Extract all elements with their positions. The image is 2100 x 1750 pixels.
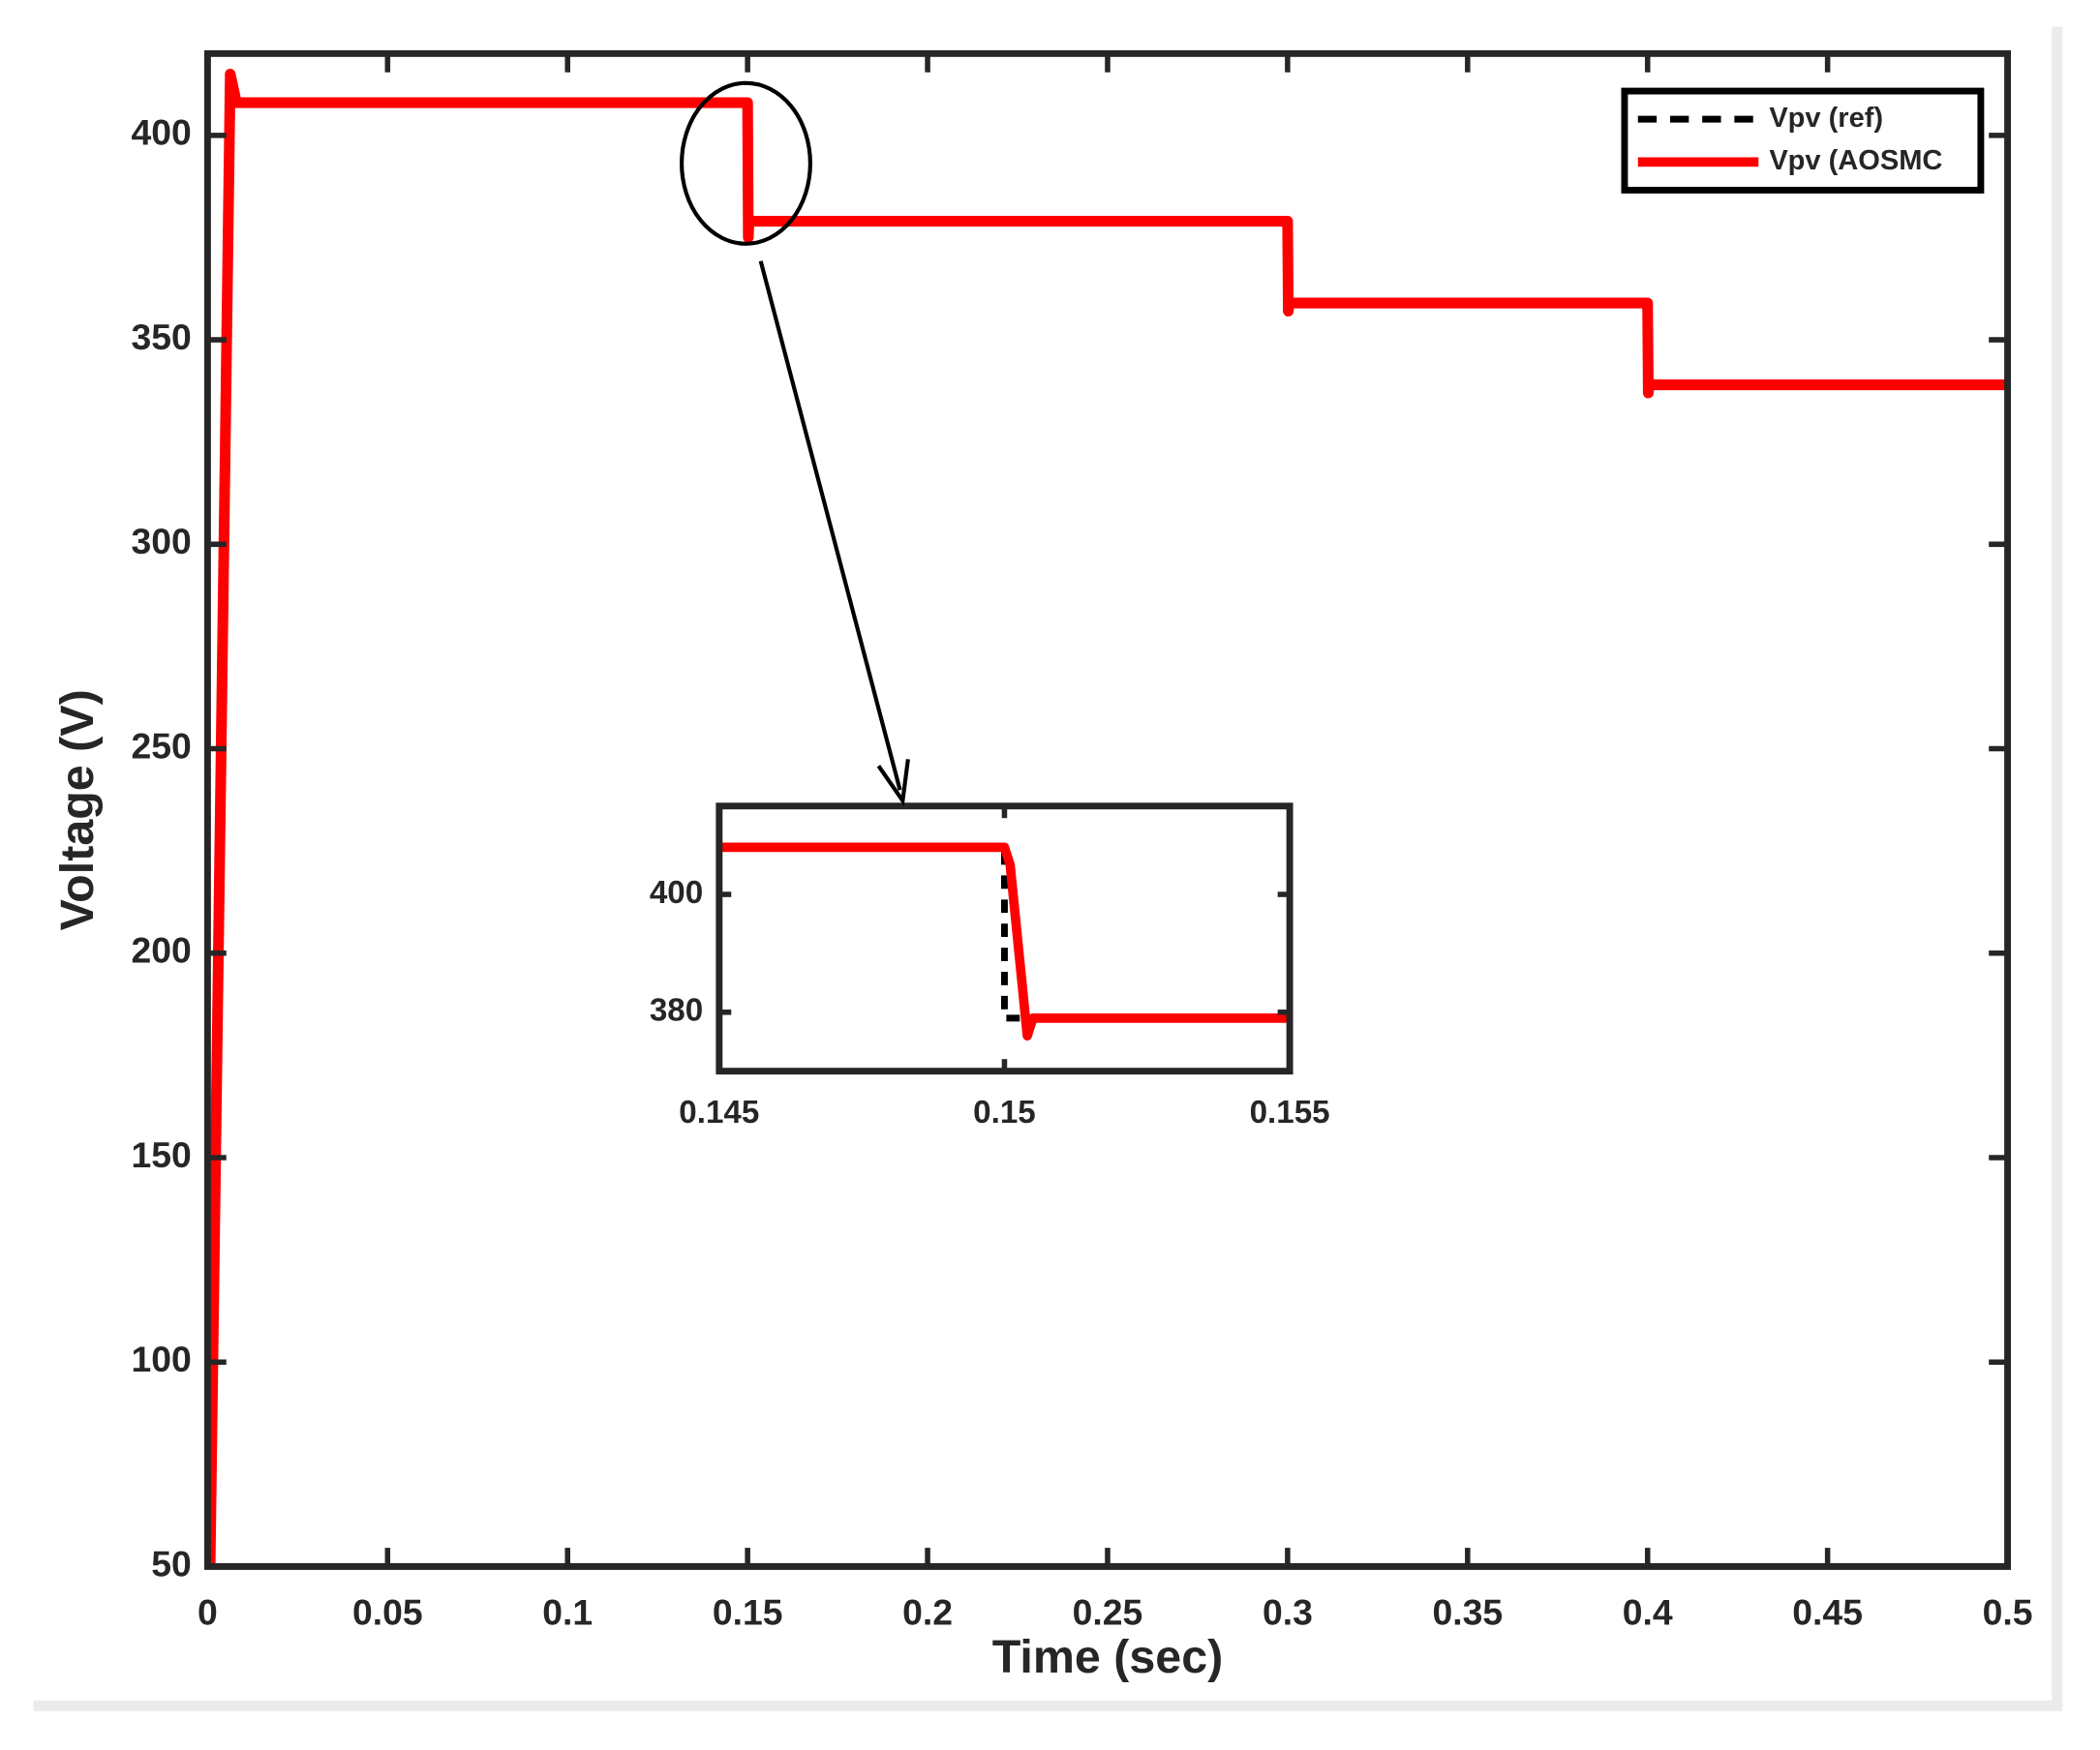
- x-tick-label: 0.25: [1073, 1592, 1143, 1633]
- x-tick-label: 0: [198, 1592, 218, 1633]
- zoom-circle: [680, 80, 812, 246]
- y-tick-label: 150: [132, 1134, 192, 1175]
- x-tick-label: 0.155: [1250, 1095, 1330, 1131]
- y-tick-label: 400: [650, 875, 703, 911]
- y-tick-label: 400: [132, 112, 192, 153]
- y-tick-label: 50: [151, 1543, 192, 1584]
- x-tick-label: 0.35: [1432, 1592, 1503, 1633]
- x-tick-label: 0.45: [1792, 1592, 1863, 1633]
- plots: 0 0.05 0.1 0.15 0.2 0.25 0.3 0.35 0.4 0.45 0.5 50 10…: [51, 49, 2033, 1683]
- y-tick-label: 350: [132, 317, 192, 357]
- y-tick-label: 250: [132, 725, 192, 766]
- legend-box: [1621, 87, 1985, 194]
- y-tick-label: 100: [132, 1339, 192, 1379]
- x-tick-label: 0.1: [542, 1592, 593, 1633]
- axes-frame: [203, 49, 2012, 1570]
- x-tick-label: 0.4: [1623, 1592, 1673, 1633]
- zoom-arrow: [758, 260, 902, 791]
- legend-label: Vpv (AOSMC: [1769, 145, 1942, 176]
- x-tick-label: 0.15: [973, 1095, 1036, 1131]
- legend-label: Vpv (ref): [1769, 103, 1883, 134]
- y-tick-label: 380: [650, 993, 703, 1029]
- y-tick-label: 200: [132, 930, 192, 971]
- x-tick-label: 0.2: [902, 1592, 953, 1633]
- series-line: [718, 842, 1291, 1041]
- x-tick-label: 0.05: [352, 1592, 423, 1633]
- x-tick-label: 0.5: [1983, 1592, 2033, 1633]
- x-axis-label: Time (sec): [992, 1631, 1224, 1683]
- x-tick-label: 0.145: [679, 1095, 759, 1131]
- x-tick-label: 0.3: [1263, 1592, 1313, 1633]
- y-axis-label: Voltage (V): [51, 689, 104, 930]
- series-line: [207, 68, 2008, 1567]
- x-tick-label: 0.15: [713, 1592, 783, 1633]
- axes-frame: [715, 802, 1293, 1075]
- y-tick-label: 300: [132, 521, 192, 561]
- zoom-arrowhead: [876, 759, 910, 806]
- series-line: [718, 843, 1291, 1022]
